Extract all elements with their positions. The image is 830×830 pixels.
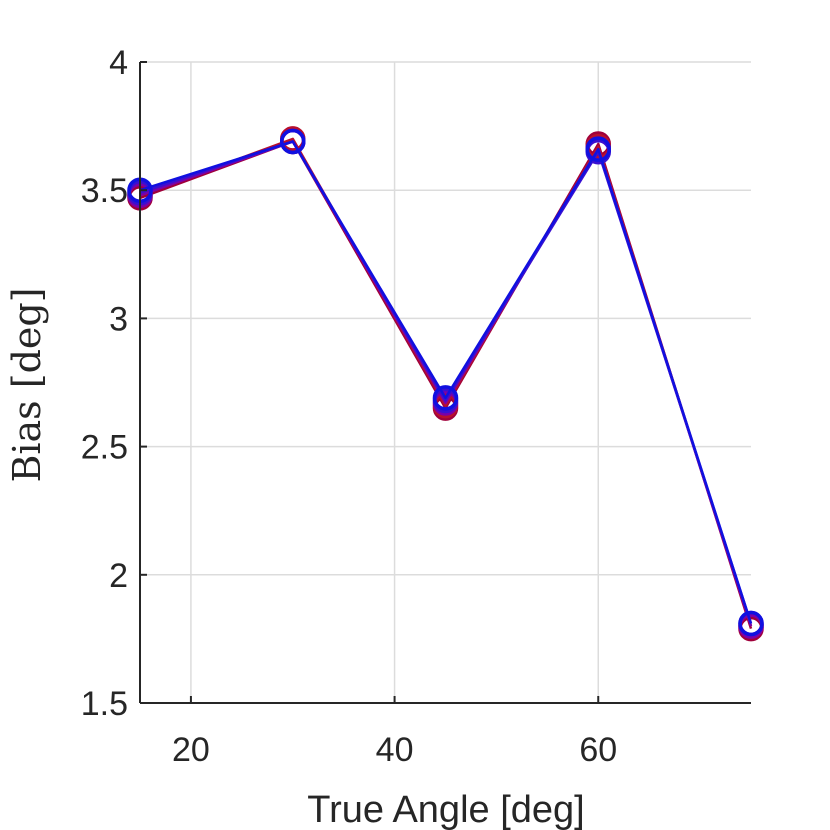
series-3 [127,128,764,639]
axes [139,61,751,704]
y-tick-label: 3.5 [81,172,128,210]
y-tick-label: 3 [109,300,128,338]
data-point [432,385,459,411]
x-tick-label: 40 [376,731,414,769]
series-layer [127,126,764,642]
x-axis-title: True Angle [deg] [307,789,584,830]
series-line [139,140,753,627]
series-line [139,140,753,624]
series-2 [127,126,764,639]
series-4 [127,128,764,637]
y-tick-label: 1.5 [81,685,128,723]
y-axis-title: Bias [deg] [5,287,49,482]
series-line [139,140,753,629]
y-tick-label: 2.5 [81,429,128,467]
x-tick-label: 20 [172,731,210,769]
y-tick-label: 2 [109,557,128,595]
data-point [280,128,306,155]
y-tick-label: 4 [109,44,128,82]
series-5 [127,128,764,637]
data-point [738,610,764,637]
data-point [585,136,611,162]
grid [140,61,751,703]
tick-labels: 1.5 2 2.5 3 3.5 4 20 40 60 [81,44,617,769]
series-1 [127,128,764,642]
series-line [139,137,753,627]
series-line [139,140,753,624]
x-tick-label: 60 [579,731,617,769]
